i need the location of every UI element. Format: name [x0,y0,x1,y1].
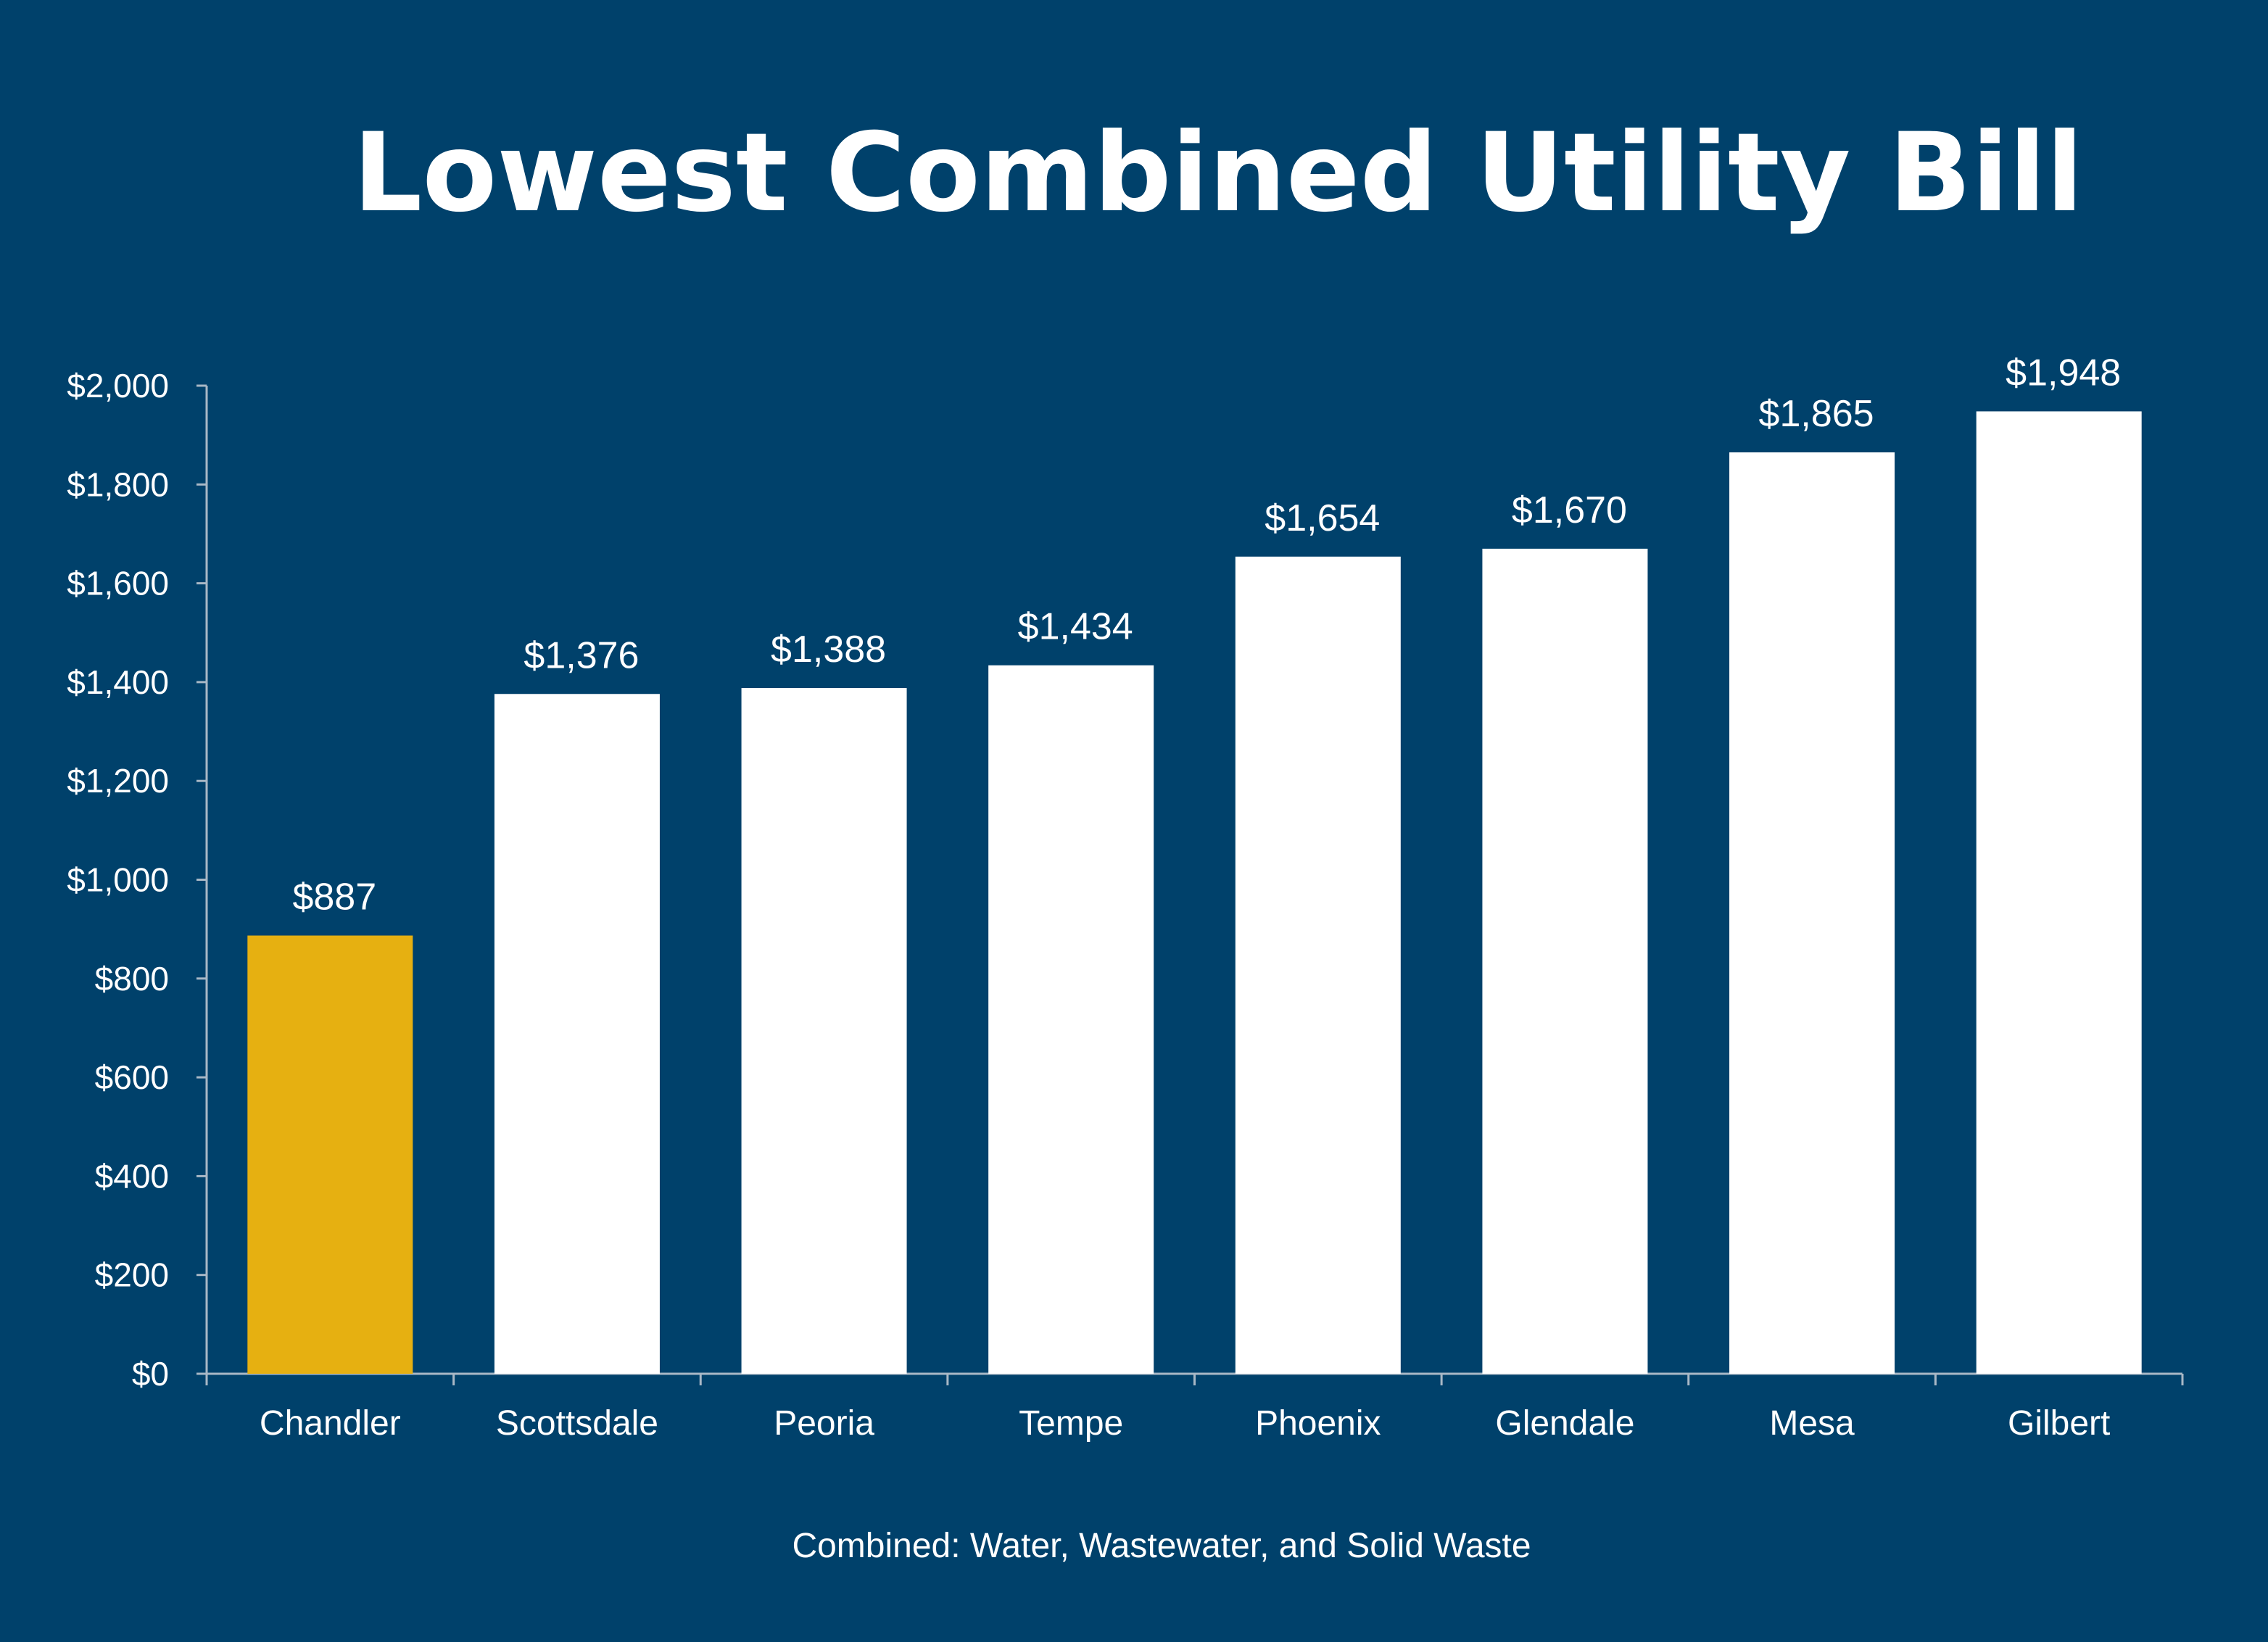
y-tick-label: $600 [95,1058,169,1096]
bar-mesa [1729,452,1895,1374]
x-category-label: Tempe [1019,1404,1123,1443]
y-tick-label: $1,200 [67,762,169,800]
y-axis: $0 $200 $400 $600 $800 $1,000 $1,200 $1,400 $1,6… [67,367,208,1393]
bar-scottsdale [494,694,660,1374]
x-category-label: Scottsdale [496,1404,658,1443]
bar-value-label: $1,434 [1018,606,1133,648]
x-category-label: Peoria [774,1404,874,1443]
y-tick-label: $800 [95,960,169,998]
bar-value-label: $1,388 [771,629,886,671]
category-labels-group: Chandler Scottsdale Peoria Tempe Phoenix Glen… [260,1404,2110,1443]
y-tick-label: $0 [132,1355,169,1393]
bar-value-label: $1,948 [2006,352,2121,394]
bar-value-label: $887 [292,876,376,919]
y-tick-label: $200 [95,1256,169,1294]
x-category-label: Chandler [260,1404,401,1443]
x-category-label: Phoenix [1255,1404,1381,1443]
y-tick-label: $1,400 [67,663,169,701]
y-tick-label: $1,600 [67,565,169,602]
bar-value-label: $1,376 [523,634,639,676]
bar-gilbert [1976,411,2142,1374]
bar-value-label: $1,654 [1265,497,1380,539]
bar-peoria [741,688,907,1374]
bar-glendale [1482,548,1648,1374]
bar-tempe [988,665,1154,1374]
y-tick-label: $2,000 [67,367,169,405]
x-category-label: Mesa [1769,1404,1855,1443]
y-tick-label: $1,800 [67,465,169,503]
x-category-label: Gilbert [2008,1404,2110,1443]
x-category-label: Glendale [1495,1404,1634,1443]
value-labels-group: $887 $1,376 $1,388 $1,434 $1,654 $1,670 $1,865… [292,352,2121,918]
chart-title: Lowest Combined Utility Bill [353,110,2084,236]
y-tick-label: $1,000 [67,861,169,899]
bar-value-label: $1,670 [1512,489,1627,531]
x-axis [205,1372,2184,1385]
bar-phoenix [1235,556,1401,1374]
bar-chandler [247,935,413,1374]
bar-value-label: $1,865 [1759,393,1874,435]
chart-footnote: Combined: Water, Wastewater, and Solid W… [792,1527,1531,1565]
bars-group [247,411,2142,1374]
y-tick-label: $400 [95,1157,169,1195]
